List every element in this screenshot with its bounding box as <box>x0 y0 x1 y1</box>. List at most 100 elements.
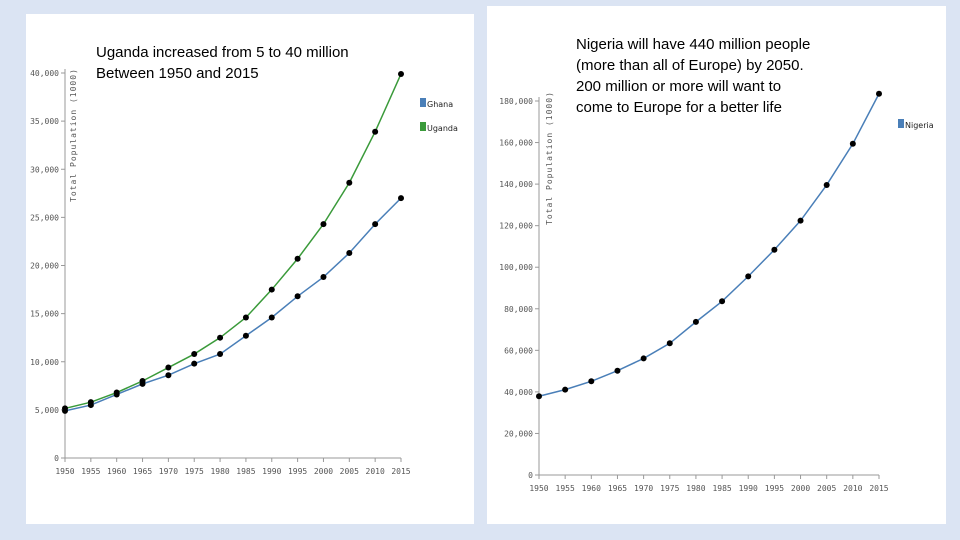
left-caption-line-2: Between 1950 and 2015 <box>96 65 259 82</box>
left-data-point-uganda <box>139 378 146 384</box>
right-x-tick-label: 1950 <box>529 484 548 493</box>
left-y-tick-label: 5,000 <box>35 406 59 415</box>
left-chart-panel: Uganda increased from 5 to 40 million Be… <box>26 14 474 524</box>
right-chart-caption: Nigeria will have 440 million people (mo… <box>576 34 876 118</box>
left-y-tick-label: 0 <box>54 454 59 463</box>
right-caption-line-3: 200 million or more will want to <box>576 78 782 95</box>
right-y-tick-label: 40,000 <box>504 388 533 397</box>
right-data-point-nigeria <box>823 181 830 188</box>
left-x-tick-label: 1985 <box>236 467 255 476</box>
right-y-tick-label: 120,000 <box>499 222 533 231</box>
right-caption-line-1: Nigeria will have 440 million people <box>576 36 811 53</box>
right-data-point-nigeria <box>614 367 621 374</box>
left-legend-swatch-uganda <box>420 122 426 131</box>
left-x-tick-label: 1970 <box>159 467 178 476</box>
right-x-tick-label: 2015 <box>869 484 888 493</box>
left-y-tick-label: 30,000 <box>30 165 59 174</box>
right-x-tick-label: 1980 <box>686 484 705 493</box>
left-series-line-uganda <box>64 73 402 410</box>
right-legend-swatch-nigeria <box>898 119 904 128</box>
left-data-point-ghana <box>320 274 327 281</box>
left-data-point-uganda <box>320 221 327 228</box>
right-data-point-nigeria <box>849 140 856 147</box>
left-data-point-ghana <box>165 372 172 379</box>
left-x-tick-label: 1965 <box>133 467 152 476</box>
left-data-point-ghana <box>346 249 353 256</box>
left-x-tick-label: 2015 <box>391 467 410 476</box>
right-x-tick-label: 1965 <box>608 484 627 493</box>
right-x-tick-label: 2005 <box>817 484 836 493</box>
right-data-point-nigeria <box>588 378 595 385</box>
right-y-tick-label: 80,000 <box>504 305 533 314</box>
left-data-point-uganda <box>217 334 224 341</box>
left-data-point-ghana <box>217 351 224 358</box>
right-y-axis-label: Total Population (1000) <box>545 91 554 225</box>
right-caption-line-4: come to Europe for a better life <box>576 99 782 116</box>
left-y-tick-label: 20,000 <box>30 262 59 271</box>
right-y-tick-label: 140,000 <box>499 180 533 189</box>
right-y-tick-label: 160,000 <box>499 139 533 148</box>
right-data-point-nigeria <box>719 298 726 305</box>
left-series-line-ghana <box>64 197 402 412</box>
right-x-tick-label: 1960 <box>582 484 601 493</box>
left-data-point-uganda <box>346 179 353 186</box>
right-data-point-nigeria <box>771 246 778 253</box>
right-data-point-nigeria <box>666 340 673 347</box>
left-data-point-uganda <box>294 255 301 262</box>
right-x-tick-label: 1995 <box>765 484 784 493</box>
left-data-point-uganda <box>165 364 172 371</box>
left-x-tick-label: 2005 <box>340 467 359 476</box>
right-caption-line-2: (more than all of Europe) by 2050. <box>576 57 804 74</box>
left-x-tick-label: 1975 <box>185 467 204 476</box>
left-y-tick-label: 15,000 <box>30 310 59 319</box>
right-data-point-nigeria <box>745 273 752 280</box>
left-data-point-ghana <box>268 314 275 321</box>
right-y-tick-label: 20,000 <box>504 429 533 438</box>
right-y-tick-label: 180,000 <box>499 97 533 106</box>
left-data-point-uganda <box>372 128 379 135</box>
left-legend-label-uganda: Uganda <box>427 124 458 133</box>
left-x-tick-label: 2000 <box>314 467 333 476</box>
left-y-tick-label: 40,000 <box>30 69 59 78</box>
right-y-tick-label: 0 <box>528 471 533 480</box>
left-caption-line-1: Uganda increased from 5 to 40 million <box>96 44 349 61</box>
right-chart-panel: Nigeria will have 440 million people (mo… <box>487 6 946 524</box>
left-legend-swatch-ghana <box>420 98 426 107</box>
right-data-point-nigeria <box>692 318 699 325</box>
right-data-point-nigeria <box>797 217 804 224</box>
left-data-point-uganda <box>398 70 404 77</box>
left-data-point-uganda <box>113 389 120 396</box>
left-data-point-ghana <box>242 332 249 339</box>
right-y-tick-label: 100,000 <box>499 263 533 272</box>
left-x-tick-label: 1960 <box>107 467 126 476</box>
left-x-tick-label: 1950 <box>55 467 74 476</box>
right-data-point-nigeria <box>640 355 647 362</box>
left-y-tick-label: 25,000 <box>30 213 59 222</box>
left-data-point-uganda <box>191 351 198 358</box>
left-x-tick-label: 1980 <box>210 467 229 476</box>
right-x-tick-label: 2000 <box>791 484 810 493</box>
right-x-tick-label: 1975 <box>660 484 679 493</box>
left-data-point-ghana <box>294 293 301 300</box>
left-x-tick-label: 1995 <box>288 467 307 476</box>
left-data-point-uganda <box>242 314 249 321</box>
right-data-point-nigeria <box>536 393 542 400</box>
right-chart: 0 20,000 40,000 60,000 80,000 100,000 120,000 1… <box>499 90 934 493</box>
right-x-tick-label: 1970 <box>634 484 653 493</box>
left-chart-caption: Uganda increased from 5 to 40 million Be… <box>96 42 426 84</box>
right-x-tick-label: 1955 <box>556 484 575 493</box>
right-x-tick-label: 1990 <box>739 484 758 493</box>
left-data-point-ghana <box>398 195 404 202</box>
left-y-tick-label: 35,000 <box>30 117 59 126</box>
left-data-point-uganda <box>87 399 94 406</box>
left-x-tick-label: 1955 <box>81 467 100 476</box>
right-data-point-nigeria <box>562 386 569 393</box>
right-data-point-nigeria <box>876 90 882 97</box>
left-data-point-uganda <box>62 405 68 412</box>
left-legend-label-ghana: Ghana <box>427 100 453 109</box>
left-data-point-ghana <box>372 221 379 228</box>
right-series-line-nigeria <box>538 93 880 397</box>
left-y-tick-label: 10,000 <box>30 358 59 367</box>
left-data-point-ghana <box>191 360 198 367</box>
left-data-point-uganda <box>268 286 275 293</box>
